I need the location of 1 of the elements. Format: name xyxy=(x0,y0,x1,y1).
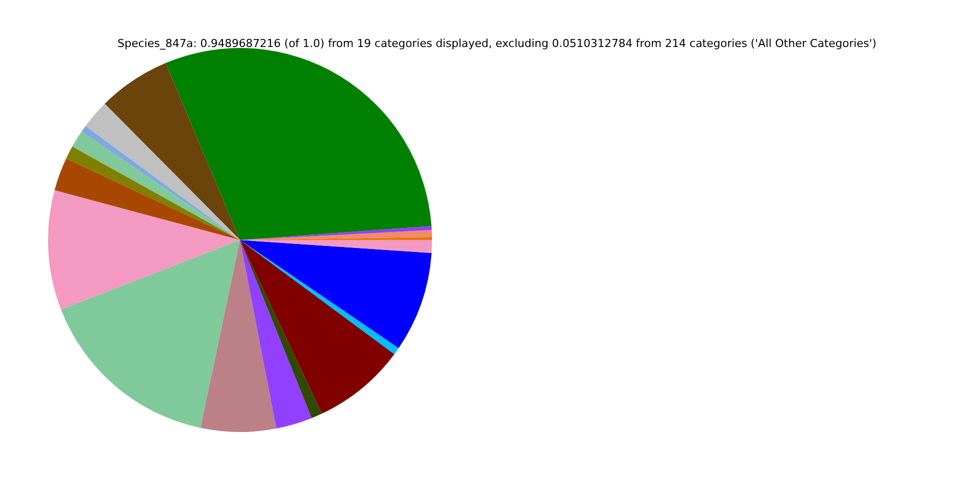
text: Species_847a: 0.9489687216 (of 1.0) from 19 categories displayed, excluding 0.0510312784 from 214 categories ('All Other Categories') xyxy=(118,37,876,50)
